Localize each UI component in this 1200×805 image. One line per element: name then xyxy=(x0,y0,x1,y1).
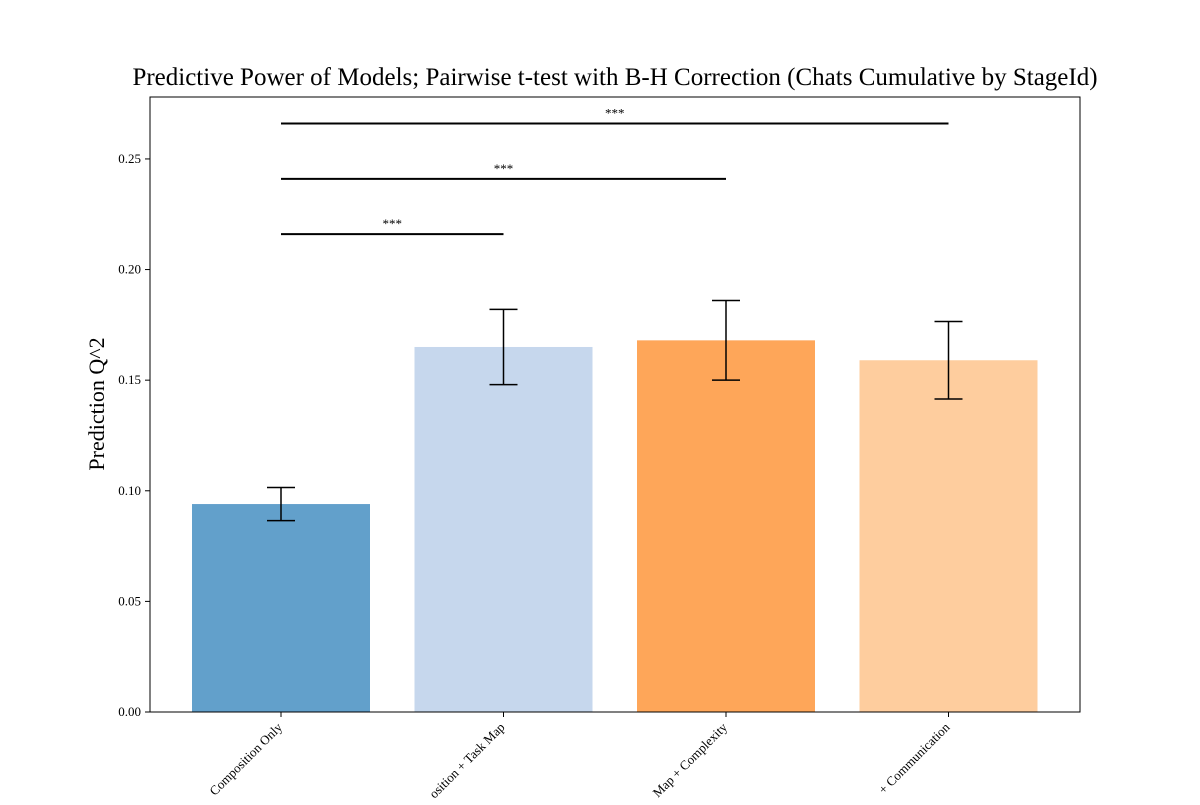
error-bars-layer xyxy=(267,299,963,522)
x-tick-label: + Communication xyxy=(875,719,953,797)
bar xyxy=(414,346,593,712)
chart-title: Predictive Power of Models; Pairwise t-t… xyxy=(132,64,1098,91)
significance-label: *** xyxy=(383,216,403,231)
y-axis: 0.00 0.05 0.10 0.15 0.20 0.25 xyxy=(118,151,150,719)
bar xyxy=(637,340,815,712)
bar xyxy=(859,360,1038,712)
y-axis-label: Prediction Q^2 xyxy=(84,337,109,470)
x-axis: Composition Only osition + Task Map Map + … xyxy=(206,712,953,801)
significance-label: *** xyxy=(494,161,514,176)
y-tick-label: 0.05 xyxy=(118,593,141,608)
x-tick-label: Map + Complexity xyxy=(649,719,730,800)
bar xyxy=(192,504,370,712)
x-tick-label: Composition Only xyxy=(206,719,285,798)
x-tick-label: osition + Task Map xyxy=(426,720,508,800)
y-tick-label: 0.15 xyxy=(118,372,141,387)
significance-layer: *** *** *** xyxy=(281,106,949,236)
y-tick-label: 0.10 xyxy=(118,483,141,498)
y-tick-label: 0.20 xyxy=(118,262,141,277)
bars-layer xyxy=(192,340,1038,712)
significance-label: *** xyxy=(605,106,625,121)
y-tick-label: 0.00 xyxy=(118,704,141,719)
plot-frame xyxy=(149,96,1081,713)
y-tick-label: 0.25 xyxy=(118,151,141,166)
